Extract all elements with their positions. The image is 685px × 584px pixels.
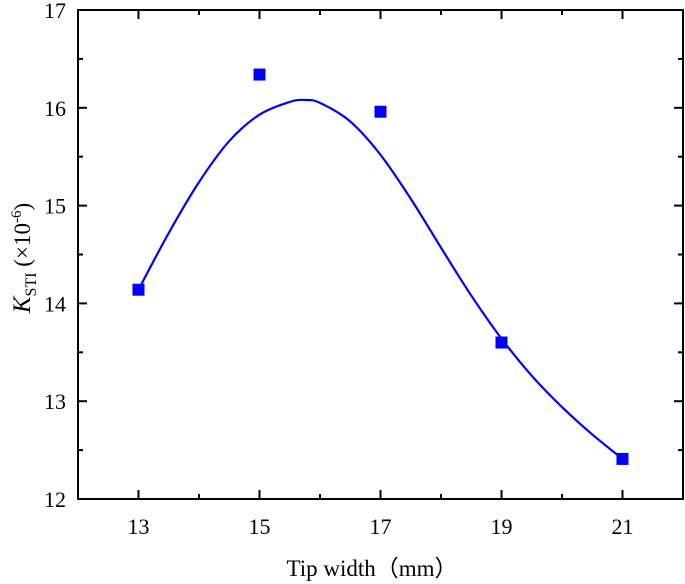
x-tick-label: 21 (612, 514, 634, 539)
y-tick-label: 13 (44, 389, 66, 414)
y-axis-unit-suffix: ) (10, 203, 35, 211)
x-axis-title: Tip width（mm） (286, 556, 457, 581)
x-tick-label: 15 (249, 514, 271, 539)
x-tick-label: 13 (128, 514, 150, 539)
plot-border (77, 9, 684, 500)
data-point-square (495, 336, 508, 349)
y-axis-tick-labels: 12 13 14 15 16 17 (44, 0, 66, 512)
x-axis-tick-labels: 13 15 17 19 21 (128, 514, 634, 539)
y-tick-label: 14 (44, 291, 66, 316)
x-axis-ticks (137, 10, 624, 499)
x-tick-label: 19 (491, 514, 513, 539)
y-axis-symbol: K (9, 295, 36, 314)
data-series (132, 68, 629, 465)
y-tick-label: 16 (44, 96, 66, 121)
x-tick-label: 17 (370, 514, 392, 539)
y-axis-title: KSTI (×10-6) (9, 203, 40, 314)
y-tick-label: 17 (44, 0, 66, 23)
y-axis-exponent: -6 (9, 210, 25, 223)
fit-curve (137, 98, 624, 460)
y-axis-ticks (78, 9, 683, 500)
data-point-square (132, 283, 145, 296)
y-tick-label: 12 (44, 487, 66, 512)
plot-frame (77, 9, 684, 500)
data-point-square (253, 68, 266, 81)
data-point-square (374, 105, 387, 118)
y-axis-subscript: STI (23, 272, 40, 296)
y-tick-label: 15 (44, 194, 66, 219)
y-axis-unit-prefix: (×10 (10, 223, 35, 272)
data-point-square (616, 452, 629, 465)
